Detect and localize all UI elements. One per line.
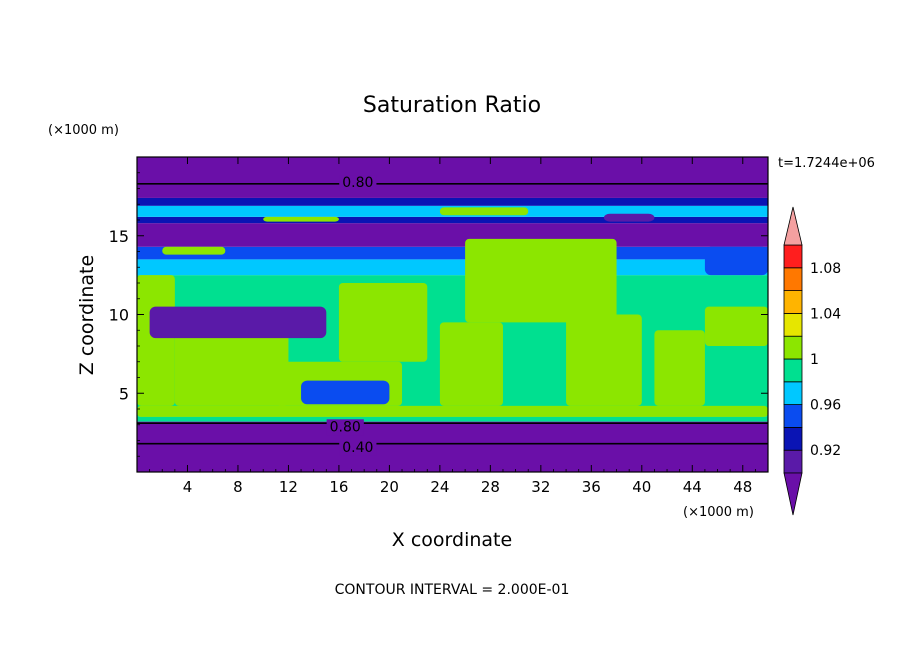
colorbar-swatch [783, 381, 803, 405]
y-axis-ticks: 5 10 15 [109, 172, 768, 457]
saturated-region [174, 330, 289, 406]
x-axis-label: X coordinate [392, 529, 512, 551]
x-tick-label: 12 [279, 478, 298, 496]
saturated-region [566, 314, 642, 406]
saturated-region [162, 246, 226, 255]
colorbar-swatch [783, 312, 803, 337]
contour-lines [137, 182, 768, 445]
x-tick-label: 44 [683, 478, 702, 496]
saturated-region [465, 238, 617, 323]
saturated-region [263, 216, 339, 222]
dry-feature [301, 380, 390, 405]
x-tick-label: 36 [582, 478, 601, 496]
saturated-region [439, 207, 529, 216]
field-band [137, 416, 768, 422]
x-axis-unit: (×1000 m) [683, 505, 754, 520]
colorbar-swatch [783, 404, 803, 428]
y-axis-label: Z coordinate [76, 255, 98, 375]
x-axis-ticks: 4 8 12 16 20 24 28 32 36 40 44 48 [149, 157, 756, 496]
x-tick-label: 40 [632, 478, 651, 496]
field-band [137, 157, 768, 198]
colorbar-swatch [783, 449, 803, 474]
field-band [137, 216, 768, 224]
x-tick-label: 16 [329, 478, 348, 496]
contour-label-background [326, 419, 364, 436]
colorbar-swatch [783, 290, 803, 314]
dry-feature [704, 246, 768, 276]
saturated-region [439, 322, 503, 406]
x-tick-label: 20 [380, 478, 399, 496]
colorbar-swatch [783, 335, 803, 360]
contour-label-background [339, 175, 377, 192]
x-tick-label: 48 [733, 478, 752, 496]
colorbar-label: 0.96 [810, 398, 841, 414]
colorbar-min-arrow [783, 472, 803, 516]
colorbar-label: 1.08 [810, 261, 841, 277]
colorbar-swatch [783, 267, 803, 291]
dry-feature [603, 213, 655, 222]
x-tick-label: 32 [531, 478, 550, 496]
contour-label: 0.80 [342, 175, 373, 191]
y-tick-label: 10 [109, 306, 129, 325]
contour-label: 0.80 [330, 419, 361, 435]
y-axis-unit: (×1000 m) [48, 123, 119, 138]
time-label: t=1.7244e+06 [778, 156, 875, 171]
colorbar-label: 1 [810, 352, 819, 368]
field-band [137, 223, 768, 247]
colorbar-swatch [783, 426, 803, 451]
field-band [137, 246, 768, 260]
field-band [137, 421, 768, 472]
saturated-region [137, 405, 768, 417]
field-band [137, 197, 768, 206]
y-tick-label: 5 [119, 384, 129, 403]
saturated-region [654, 330, 705, 406]
contour-label-background [339, 439, 377, 456]
colorbar-label: 1.04 [810, 306, 841, 322]
contour-interval-note: CONTOUR INTERVAL = 2.000E-01 [335, 582, 570, 598]
chart-title: Saturation Ratio [363, 93, 541, 118]
x-tick-label: 24 [430, 478, 449, 496]
colorbar-swatch [783, 358, 803, 383]
colorbar: 0.92 0.96 1 1.04 1.08 [783, 206, 841, 516]
colorbar-label: 0.92 [810, 443, 841, 459]
dry-feature [149, 306, 327, 339]
saturated-region [137, 275, 175, 406]
colorbar-max-arrow [783, 206, 803, 246]
x-tick-label: 4 [183, 478, 193, 496]
saturated-region [338, 283, 428, 362]
x-tick-label: 28 [481, 478, 500, 496]
contour-labels: 0.80 0.80 0.40 [326, 175, 377, 456]
contour-label: 0.40 [342, 440, 373, 456]
x-tick-label: 8 [233, 478, 243, 496]
saturated-region [704, 306, 768, 346]
y-tick-label: 15 [109, 227, 129, 246]
saturation-field [137, 157, 768, 472]
field-band [137, 259, 768, 276]
colorbar-swatch [783, 244, 803, 269]
